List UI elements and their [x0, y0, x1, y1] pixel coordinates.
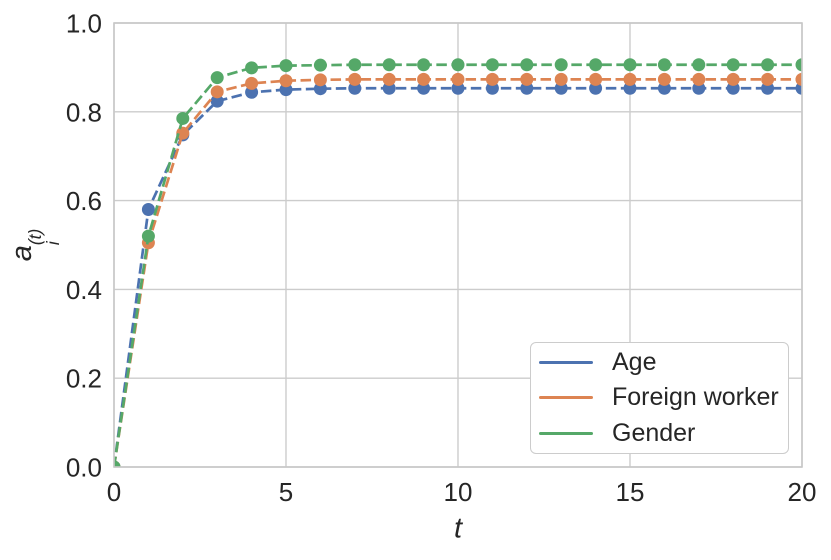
data-point-age — [623, 81, 637, 95]
legend-label: Age — [612, 348, 657, 377]
data-point-foreign-worker — [795, 72, 802, 86]
data-point-foreign-worker — [589, 72, 603, 86]
legend-item-gender: Gender — [539, 416, 782, 451]
data-point-foreign-worker — [417, 72, 431, 86]
legend-label: Gender — [612, 418, 696, 447]
data-point-age — [348, 81, 362, 95]
data-point-foreign-worker — [485, 72, 499, 86]
data-point-foreign-worker — [348, 72, 362, 86]
data-point-foreign-worker — [726, 72, 740, 86]
x-tick-label: 15 — [616, 477, 645, 507]
data-point-foreign-worker — [657, 72, 671, 86]
plot-border — [113, 22, 803, 468]
data-point-age — [451, 81, 465, 95]
data-point-age — [417, 81, 431, 95]
data-point-foreign-worker — [761, 72, 775, 86]
data-point-gender — [623, 58, 637, 72]
y-tick-label: 0.2 — [66, 364, 102, 394]
data-point-foreign-worker — [279, 74, 293, 88]
data-point-age — [313, 82, 327, 96]
data-point-age — [279, 83, 293, 97]
data-point-gender — [485, 58, 499, 72]
data-point-gender — [176, 111, 190, 125]
data-point-gender — [141, 229, 155, 243]
data-point-foreign-worker — [520, 72, 534, 86]
data-point-age — [692, 81, 706, 95]
legend-swatch-foreign-worker — [539, 396, 593, 400]
data-point-age — [657, 81, 671, 95]
data-point-gender — [417, 58, 431, 72]
data-point-gender — [520, 58, 534, 72]
x-tick-label: 5 — [279, 477, 293, 507]
y-tick-label: 0.6 — [66, 186, 102, 216]
data-point-gender — [554, 58, 568, 72]
data-point-gender — [279, 59, 293, 73]
y-tick-label: 0.8 — [66, 97, 102, 127]
x-tick-label: 20 — [788, 477, 817, 507]
data-point-gender — [245, 61, 259, 75]
x-tick-label: 10 — [444, 477, 473, 507]
legend: Age Foreign worker Gender — [530, 342, 789, 454]
x-tick-label: 0 — [107, 477, 121, 507]
data-point-gender — [761, 58, 775, 72]
data-point-gender — [313, 58, 327, 72]
data-point-age — [245, 85, 259, 99]
y-axis-label-sub: i — [42, 241, 63, 246]
y-axis-label-supsub: (t) i — [24, 228, 63, 246]
data-point-foreign-worker — [554, 72, 568, 86]
data-point-age — [210, 94, 224, 108]
data-point-gender — [210, 71, 224, 85]
data-point-foreign-worker — [245, 76, 259, 90]
y-axis-label-base: a — [5, 245, 38, 262]
legend-item-foreign-worker: Foreign worker — [539, 380, 782, 415]
data-point-gender — [657, 58, 671, 72]
data-point-foreign-worker — [313, 73, 327, 87]
data-point-foreign-worker — [623, 72, 637, 86]
y-tick-label: 1.0 — [66, 9, 102, 39]
data-point-age — [589, 81, 603, 95]
data-point-foreign-worker — [692, 72, 706, 86]
data-point-gender — [348, 58, 362, 72]
data-point-age — [761, 81, 775, 95]
legend-item-age: Age — [539, 345, 782, 380]
y-tick-label: 0.0 — [66, 453, 102, 483]
data-point-foreign-worker — [210, 85, 224, 99]
data-point-gender — [589, 58, 603, 72]
data-point-gender — [692, 58, 706, 72]
x-axis-label: t — [453, 512, 463, 545]
data-point-gender — [382, 58, 396, 72]
legend-swatch-age — [539, 361, 593, 365]
data-point-age — [726, 81, 740, 95]
data-point-foreign-worker — [382, 72, 396, 86]
data-point-gender — [726, 58, 740, 72]
data-point-age — [141, 202, 155, 216]
data-point-gender — [451, 58, 465, 72]
legend-label: Foreign worker — [612, 383, 779, 412]
legend-swatch-gender — [539, 431, 593, 435]
data-point-foreign-worker — [176, 126, 190, 140]
data-point-age — [554, 81, 568, 95]
data-point-age — [520, 81, 534, 95]
y-tick-label: 0.4 — [66, 275, 102, 305]
data-point-gender — [795, 58, 802, 72]
data-point-foreign-worker — [451, 72, 465, 86]
data-point-gender — [114, 460, 121, 467]
data-point-age — [382, 81, 396, 95]
data-point-age — [485, 81, 499, 95]
y-axis-label: a (t) i — [5, 228, 63, 262]
y-axis-label-sup: (t) — [24, 228, 45, 246]
